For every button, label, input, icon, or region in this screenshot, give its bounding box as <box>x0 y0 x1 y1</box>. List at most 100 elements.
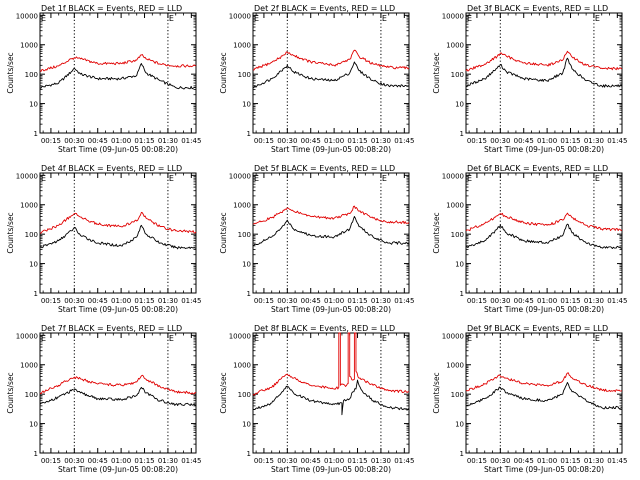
x-tick-label: 01:00 <box>537 457 557 465</box>
x-tick-label: 01:30 <box>584 297 604 305</box>
y-tick-label: 1000 <box>233 362 251 370</box>
x-axis-label: Start Time (09-Jun-05 00:08:20) <box>58 145 178 154</box>
plot-frame <box>39 172 197 294</box>
y-tick-label: 100 <box>451 231 464 239</box>
y-tick-label: 10 <box>242 261 251 269</box>
plot-frame <box>252 332 410 454</box>
y-axis-label: Counts/sec <box>432 52 441 93</box>
plot-title: Det 3f BLACK = Events, RED = LLD <box>467 4 608 13</box>
y-tick-label: 100 <box>238 391 251 399</box>
lld-series-line <box>252 332 410 396</box>
plot-frame <box>252 12 410 134</box>
x-tick-label: 01:00 <box>111 457 131 465</box>
subplot-7: Det 7f BLACK = Events, RED = LLD 1 10 100 10… <box>6 324 201 474</box>
x-tick-label: 01:15 <box>560 137 580 145</box>
x-tick-label: 01:15 <box>560 297 580 305</box>
y-tick-label: 1000 <box>446 42 464 50</box>
x-tick-label: 00:15 <box>467 297 487 305</box>
y-tick-label: 10000 <box>229 172 251 180</box>
y-tick-label: 10000 <box>229 12 251 20</box>
x-tick-label: 00:30 <box>277 457 297 465</box>
y-tick-label: 10000 <box>229 332 251 340</box>
x-tick-label: 01:00 <box>537 137 557 145</box>
x-tick-label: 00:15 <box>254 137 274 145</box>
plot-frame <box>39 332 197 454</box>
lld-series-line <box>252 49 410 71</box>
y-tick-label: 1000 <box>233 202 251 210</box>
annotation-marker: E <box>254 14 259 23</box>
plot-title: Det 9f BLACK = Events, RED = LLD <box>467 324 608 333</box>
subplot-9: Det 9f BLACK = Events, RED = LLD 1 10 100 10… <box>432 324 627 474</box>
plot-frame <box>465 12 623 134</box>
x-tick-label: 01:00 <box>537 297 557 305</box>
y-tick-label: 1 <box>34 290 38 298</box>
x-tick-label: 00:45 <box>514 297 534 305</box>
y-tick-label: 100 <box>451 71 464 79</box>
x-tick-label: 00:30 <box>490 297 510 305</box>
annotation-marker: E <box>169 174 174 183</box>
plot-frame <box>465 332 623 454</box>
x-tick-label: 00:45 <box>301 137 321 145</box>
y-tick-label: 10 <box>29 261 38 269</box>
x-tick-label: 00:15 <box>41 457 61 465</box>
plot-title: Det 5f BLACK = Events, RED = LLD <box>254 164 395 173</box>
x-tick-label: 01:30 <box>371 297 391 305</box>
y-tick-label: 1 <box>460 450 464 458</box>
annotation-marker: E <box>467 14 472 23</box>
y-tick-label: 10 <box>29 421 38 429</box>
events-series-line <box>465 223 623 250</box>
events-series-line <box>252 61 410 89</box>
annotation-marker: E <box>254 334 259 343</box>
y-tick-label: 1 <box>247 130 251 138</box>
y-tick-label: 10000 <box>16 12 38 20</box>
x-tick-label: 01:45 <box>181 137 201 145</box>
x-tick-label: 01:15 <box>134 457 154 465</box>
x-tick-label: 00:15 <box>254 457 274 465</box>
subplot-8: Det 8f BLACK = Events, RED = LLD 1 10 100 10… <box>219 324 414 474</box>
x-tick-label: 00:30 <box>490 457 510 465</box>
x-tick-label: 00:30 <box>64 137 84 145</box>
plot-title: Det 1f BLACK = Events, RED = LLD <box>41 4 182 13</box>
y-axis-label: Counts/sec <box>432 212 441 253</box>
y-tick-label: 1 <box>460 290 464 298</box>
annotation-marker: E <box>595 14 600 23</box>
x-tick-label: 00:45 <box>514 457 534 465</box>
x-tick-label: 01:00 <box>324 137 344 145</box>
y-tick-label: 100 <box>25 231 38 239</box>
x-tick-label: 00:30 <box>490 137 510 145</box>
x-tick-label: 01:00 <box>324 297 344 305</box>
x-tick-label: 01:45 <box>607 457 627 465</box>
lld-series-line <box>252 205 410 225</box>
x-tick-label: 00:45 <box>301 457 321 465</box>
y-tick-label: 1 <box>247 450 251 458</box>
x-tick-label: 01:00 <box>111 137 131 145</box>
y-tick-label: 10000 <box>16 332 38 340</box>
annotation-marker: E <box>254 174 259 183</box>
x-tick-label: 00:45 <box>88 137 108 145</box>
y-axis-label: Counts/sec <box>219 52 228 93</box>
y-tick-label: 10000 <box>442 172 464 180</box>
y-tick-label: 10 <box>455 421 464 429</box>
y-tick-label: 10000 <box>442 12 464 20</box>
x-tick-label: 01:15 <box>134 137 154 145</box>
x-tick-label: 01:15 <box>134 297 154 305</box>
annotation-marker: E <box>382 334 387 343</box>
y-axis-label: Counts/sec <box>219 372 228 413</box>
y-tick-label: 10 <box>242 421 251 429</box>
x-tick-label: 00:30 <box>277 297 297 305</box>
annotation-marker: E <box>41 334 46 343</box>
x-axis-label: Start Time (09-Jun-05 00:08:20) <box>484 465 604 474</box>
x-axis-label: Start Time (09-Jun-05 00:08:20) <box>271 465 391 474</box>
x-axis-label: Start Time (09-Jun-05 00:08:20) <box>484 145 604 154</box>
y-tick-label: 100 <box>451 391 464 399</box>
lld-series-line <box>39 374 197 395</box>
x-tick-label: 01:30 <box>158 137 178 145</box>
annotation-marker: E <box>169 14 174 23</box>
subplot-4: Det 4f BLACK = Events, RED = LLD 1 10 100 10… <box>6 164 201 314</box>
annotation-marker: E <box>595 334 600 343</box>
x-axis-label: Start Time (09-Jun-05 00:08:20) <box>484 305 604 314</box>
y-axis-label: Counts/sec <box>6 212 15 253</box>
x-tick-label: 01:30 <box>158 297 178 305</box>
annotation-marker: E <box>41 174 46 183</box>
x-tick-label: 01:00 <box>324 457 344 465</box>
